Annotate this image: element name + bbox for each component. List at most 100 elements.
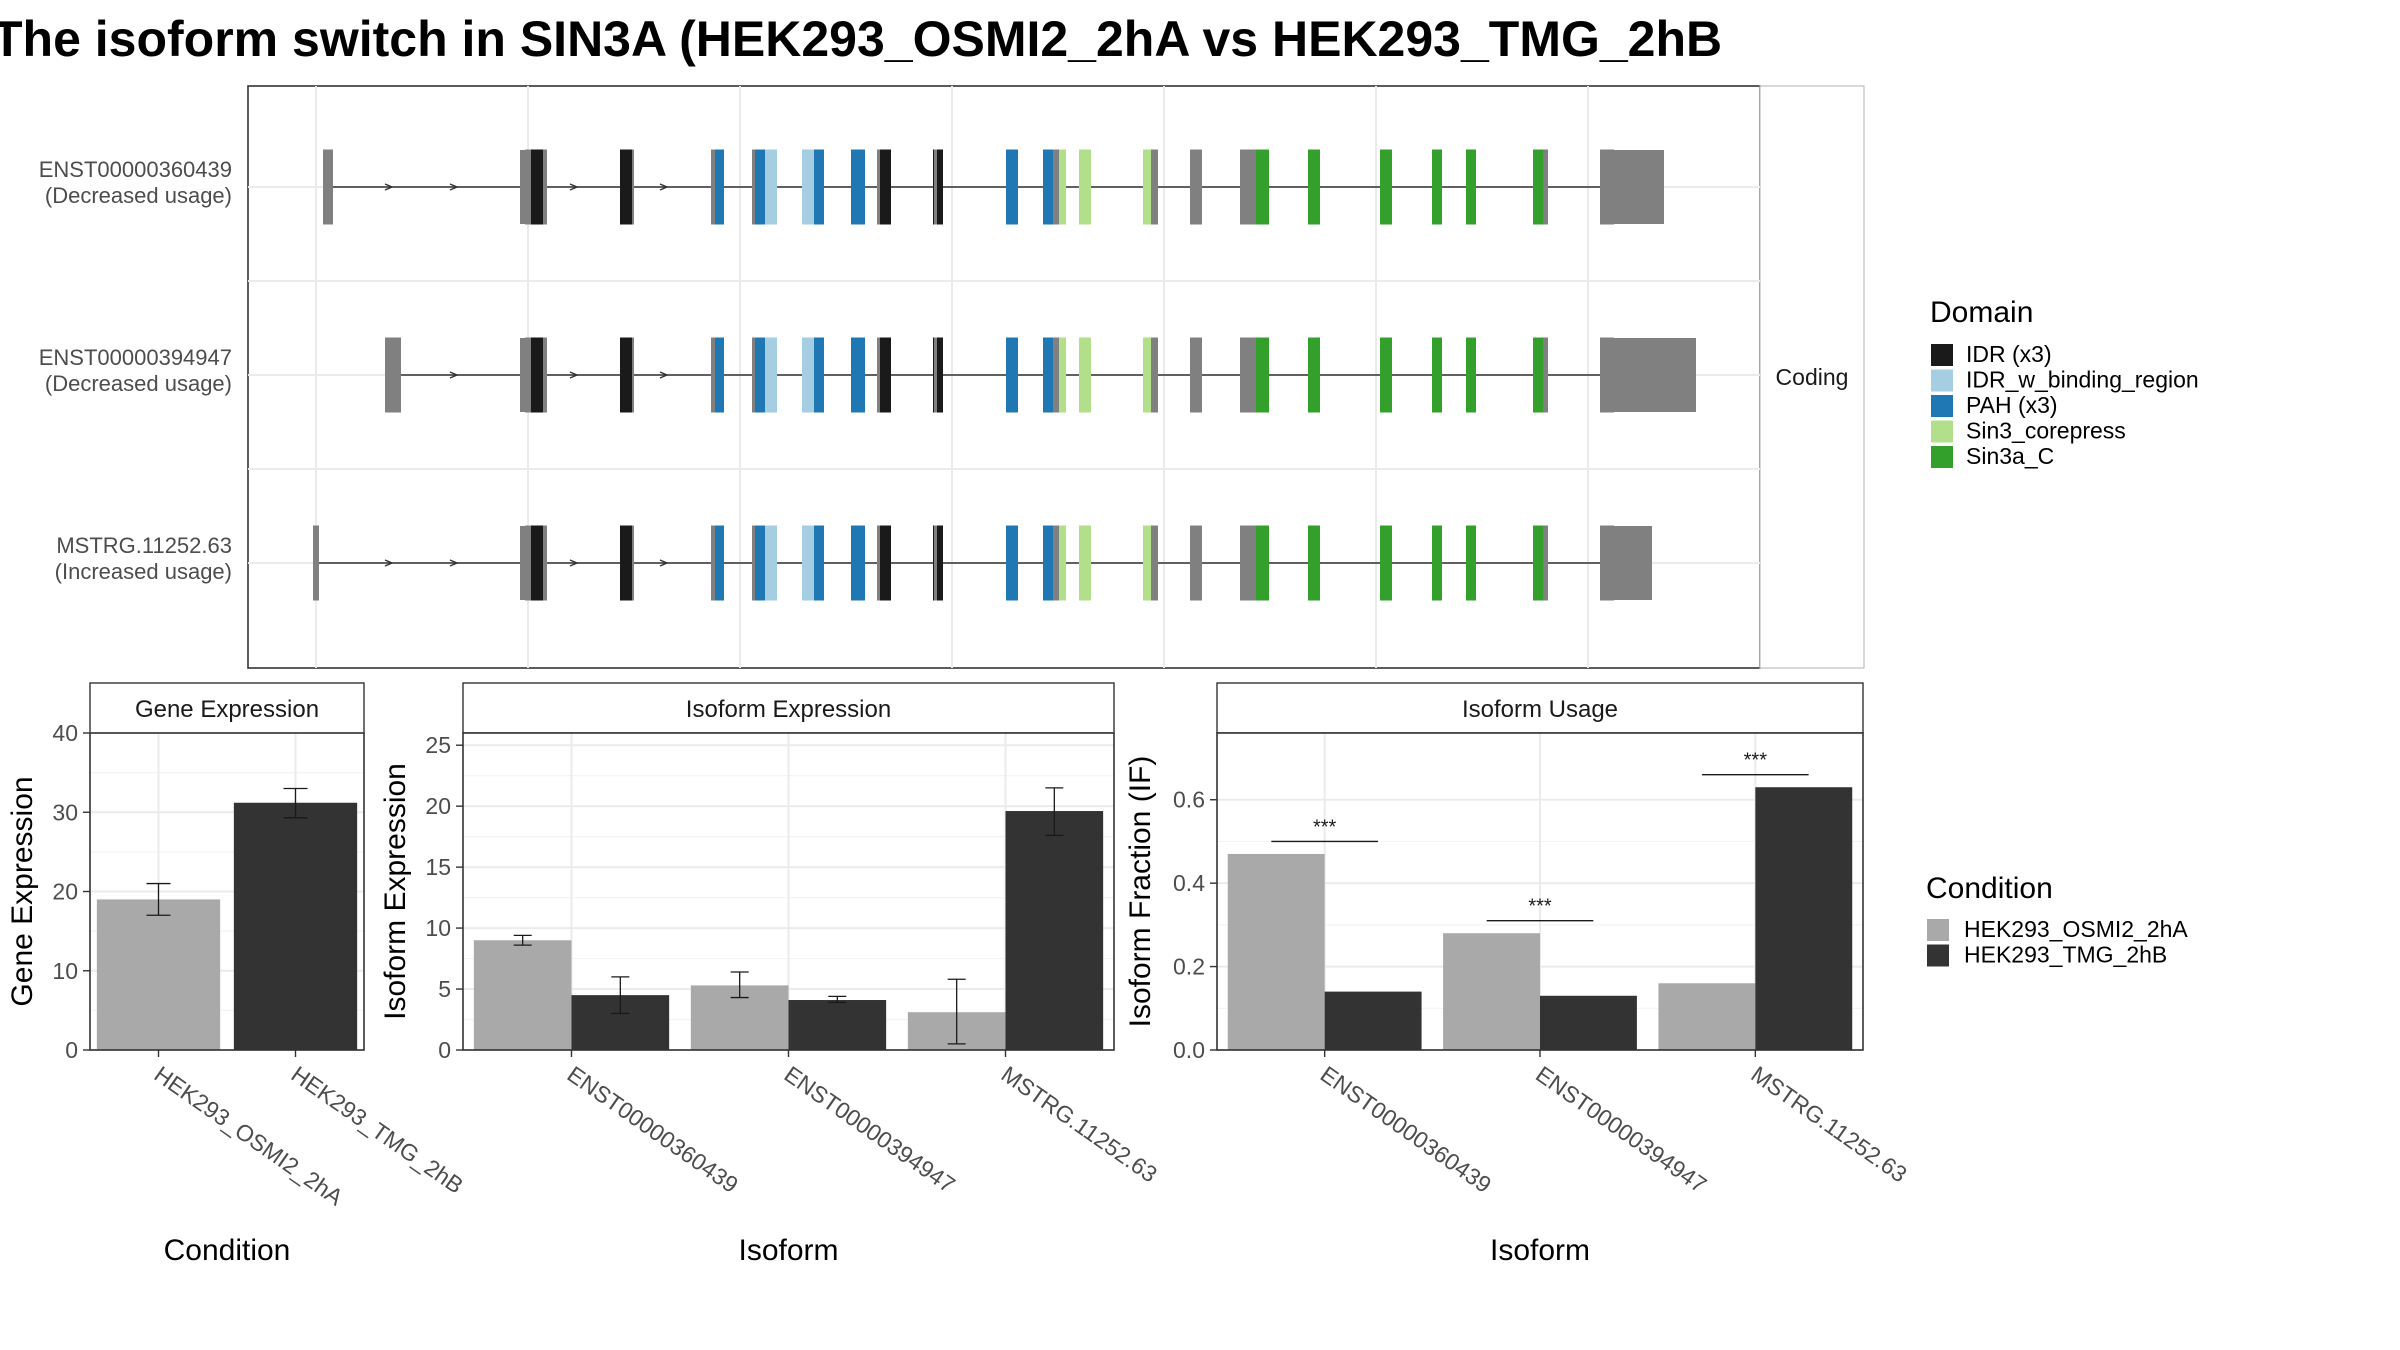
exon-Sin3_corepress [1079,149,1091,225]
exon-noncoding [877,149,880,225]
y-tick-label: 20 [425,793,451,819]
exon-Sin3a_C [1533,525,1543,601]
x-axis-title: Isoform [738,1234,838,1267]
exon-last [1600,337,1614,413]
exon-first [323,149,333,225]
exon-last [1600,525,1614,601]
exon-noncoding [752,149,755,225]
exon-Sin3a_C [1466,149,1476,225]
exon-IDR [933,337,943,413]
exon-noncoding [520,338,526,412]
exon-PAH [814,149,824,225]
exon-Sin3a_C [1432,149,1442,225]
condition-legend-title: Condition [1926,872,2053,905]
exon-noncoding [1240,149,1256,225]
exon-noncoding [877,525,880,601]
exon-noncoding [1151,525,1158,601]
exon-PAH [755,149,765,225]
exon-PAH [1043,337,1053,413]
intron-arrow [569,559,579,567]
utr-3prime [1614,526,1652,600]
exon-noncoding [1053,525,1059,601]
exon-IDR_w_binding_region [802,525,814,601]
y-tick-label: 0.4 [1173,870,1205,896]
x-tick-label: MSTRG.11252.63 [1746,1061,1911,1188]
exon-noncoding [1543,525,1548,601]
exon-Sin3a_C [1256,149,1269,225]
structure-plot-frame [247,85,1761,669]
y-tick-label: 0.6 [1173,787,1205,813]
exon-PAH [851,337,865,413]
exon-Sin3a_C [1533,337,1543,413]
exon-PAH [715,525,724,601]
y-tick-label: 0.0 [1173,1037,1205,1063]
exon-PAH [851,149,865,225]
bar [233,802,358,1050]
exon-noncoding [632,337,634,413]
exon-noncoding [1240,525,1256,601]
exon-Sin3a_C [1380,337,1392,413]
exon-IDR [620,525,632,601]
structure-facet-strip [1759,85,1865,669]
exon-Sin3_corepress [1143,525,1151,601]
exon-PAH [755,337,765,413]
bar [1540,995,1637,1050]
exon-noncoding [1240,337,1256,413]
condition-legend-swatch [1927,919,1949,941]
exon-noncoding [1543,337,1548,413]
x-tick-label: ENST00000360439 [1316,1061,1496,1198]
isoform-usage-note: (Decreased usage) [45,183,232,208]
bar [1227,853,1325,1050]
isoform-usage-note: (Increased usage) [55,559,232,584]
exon-noncoding [1053,149,1059,225]
plot-frame [89,732,365,1051]
x-tick-label: ENST00000394947 [1531,1061,1711,1198]
exon-PAH [851,525,865,601]
y-tick-label: 5 [438,976,451,1002]
bar [788,1000,887,1050]
x-tick-label: ENST00000394947 [780,1061,960,1198]
exon-noncoding [934,149,937,225]
bar [1443,933,1540,1050]
y-axis-title: Isoform Fraction (IF) [1124,756,1157,1028]
x-axis-title: Isoform [1490,1234,1590,1267]
exon-PAH [1043,149,1053,225]
isoform-label: ENST00000394947 [39,345,232,370]
significance-label: *** [1528,896,1552,918]
y-tick-label: 30 [52,799,78,825]
exon-Sin3a_C [1533,149,1543,225]
exon-Sin3a_C [1432,337,1442,413]
exon-Sin3_corepress [1059,337,1066,413]
exon-noncoding [877,337,880,413]
exon-Sin3a_C [1380,525,1392,601]
exon-Sin3a_C [1380,149,1392,225]
exon-Sin3a_C [1466,525,1476,601]
exon-noncoding [711,337,715,413]
exon-noncoding [934,525,937,601]
domain-legend-title: Domain [1930,296,2033,329]
condition-legend-label: HEK293_OSMI2_2hA [1964,916,2188,942]
exon-PAH [715,149,724,225]
domain-legend-swatch [1931,395,1953,417]
exon-Sin3_corepress [1143,337,1151,413]
significance-label: *** [1313,816,1337,838]
utr-3prime [1614,150,1664,224]
domain-legend-label: IDR_w_binding_region [1966,367,2199,393]
exon-PAH [1043,525,1053,601]
exon-Sin3_corepress [1059,525,1066,601]
exon-Sin3a_C [1466,337,1476,413]
structure-facet-label: Coding [1776,364,1849,390]
y-axis-title: Isoform Expression [379,763,412,1020]
facet-strip-label: Isoform Expression [686,696,891,723]
y-tick-label: 10 [425,915,451,941]
exon-noncoding [520,526,526,600]
y-tick-label: 0.2 [1173,954,1205,980]
exon-first [313,525,319,601]
exon-Sin3a_C [1308,337,1320,413]
bar [1324,991,1422,1050]
exon-PAH [755,525,765,601]
intron-arrow [659,183,669,191]
facet-strip-label: Gene Expression [135,696,319,723]
exon-noncoding [1151,337,1158,413]
